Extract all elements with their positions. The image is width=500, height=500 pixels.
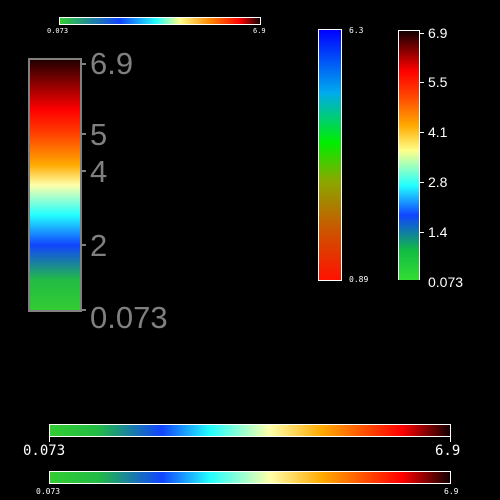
colorbar-left-label: 2 — [90, 228, 108, 263]
colorbar-middle-min-label: 0.89 — [349, 275, 369, 284]
colorbar-bottom-small — [49, 471, 451, 484]
colorbar-left-tick — [80, 133, 86, 135]
colorbar-left-tick — [80, 63, 86, 65]
colorbar-top-min-label: 0.073 — [47, 27, 69, 35]
colorbar-right-label: 5.5 — [428, 74, 448, 90]
colorbar-left-label: 5 — [90, 117, 108, 152]
colorbar-right-tick — [419, 82, 424, 83]
colorbar-right-label: 1.4 — [428, 224, 448, 240]
colorbar-right-label: 4.1 — [428, 124, 448, 140]
colorbar-left-label: 4 — [90, 154, 108, 189]
colorbar-bottom-tick — [49, 437, 50, 442]
colorbar-bottom-small-min-label: 0.073 — [36, 487, 61, 496]
colorbar-bottom-large-max-label: 6.9 — [435, 443, 461, 459]
colorbar-left-label-max: 6.9 — [90, 46, 134, 81]
colorbar-right-tick — [419, 232, 424, 233]
colorbar-left-tick — [80, 244, 86, 246]
colorbar-right-vertical — [398, 30, 420, 280]
colorbar-right-tick — [419, 132, 424, 133]
colorbar-middle-vertical — [318, 29, 342, 281]
colorbar-left-label-min: 0.073 — [90, 300, 168, 335]
colorbar-bottom-large — [49, 424, 451, 437]
colorbar-left-tick — [80, 170, 86, 172]
colorbar-right-label: 2.8 — [428, 174, 448, 190]
colorbar-bottom-small-max-label: 6.9 — [444, 487, 459, 496]
colorbar-right-label-min: 0.073 — [428, 274, 464, 290]
colorbar-right-tick — [419, 182, 424, 183]
colorbar-left-large — [28, 58, 82, 312]
colorbar-bottom-tick — [450, 437, 451, 442]
colorbar-right-label-max: 6.9 — [428, 25, 448, 41]
colorbar-top-max-label: 6.9 — [253, 27, 266, 35]
colorbar-right-tick — [419, 33, 424, 34]
colorbar-top-small — [59, 17, 261, 25]
colorbar-middle-max-label: 6.3 — [349, 26, 364, 35]
colorbar-bottom-large-min-label: 0.073 — [23, 443, 66, 459]
colorbar-left-tick — [80, 309, 86, 311]
